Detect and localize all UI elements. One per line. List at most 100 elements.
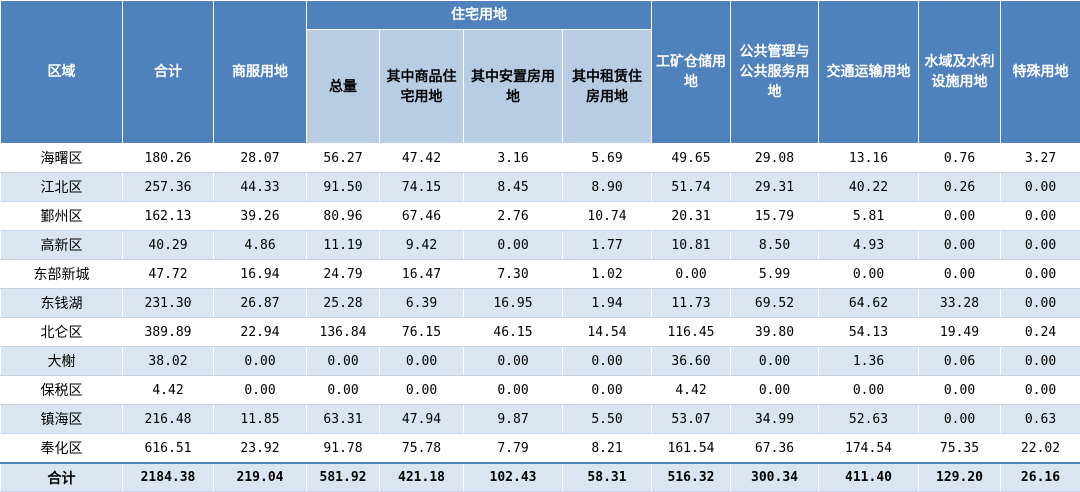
header-res-rental: 其中租赁住房用地: [563, 30, 652, 144]
value-cell: 69.52: [731, 289, 819, 318]
value-cell: 0.00: [819, 260, 919, 289]
value-cell: 180.26: [123, 144, 214, 173]
header-industrial: 工矿仓储用地: [652, 1, 731, 144]
value-cell: 54.13: [819, 318, 919, 347]
value-cell: 75.35: [919, 434, 1001, 464]
value-cell: 63.31: [307, 405, 380, 434]
header-water: 水域及水利设施用地: [919, 1, 1001, 144]
value-cell: 0.00: [652, 260, 731, 289]
header-transport: 交通运输用地: [819, 1, 919, 144]
value-cell: 51.74: [652, 173, 731, 202]
header-public: 公共管理与公共服务用地: [731, 1, 819, 144]
value-cell: 16.95: [464, 289, 563, 318]
value-cell: 0.00: [919, 260, 1001, 289]
value-cell: 0.00: [919, 405, 1001, 434]
value-cell: 0.00: [1001, 173, 1080, 202]
value-cell: 40.22: [819, 173, 919, 202]
value-cell: 11.19: [307, 231, 380, 260]
value-cell: 8.50: [731, 231, 819, 260]
value-cell: 8.90: [563, 173, 652, 202]
value-cell: 0.76: [919, 144, 1001, 173]
value-cell: 9.87: [464, 405, 563, 434]
value-cell: 8.21: [563, 434, 652, 464]
value-cell: 219.04: [214, 463, 307, 492]
value-cell: 67.36: [731, 434, 819, 464]
value-cell: 0.00: [380, 347, 464, 376]
value-cell: 56.27: [307, 144, 380, 173]
value-cell: 4.86: [214, 231, 307, 260]
value-cell: 16.47: [380, 260, 464, 289]
value-cell: 47.94: [380, 405, 464, 434]
value-cell: 6.39: [380, 289, 464, 318]
value-cell: 136.84: [307, 318, 380, 347]
value-cell: 0.00: [1001, 376, 1080, 405]
value-cell: 5.50: [563, 405, 652, 434]
value-cell: 174.54: [819, 434, 919, 464]
value-cell: 0.00: [214, 376, 307, 405]
value-cell: 516.32: [652, 463, 731, 492]
value-cell: 0.00: [380, 376, 464, 405]
header-res-commercial: 其中商品住宅用地: [380, 30, 464, 144]
value-cell: 76.15: [380, 318, 464, 347]
value-cell: 0.00: [464, 347, 563, 376]
value-cell: 1.02: [563, 260, 652, 289]
value-cell: 91.50: [307, 173, 380, 202]
value-cell: 581.92: [307, 463, 380, 492]
value-cell: 0.00: [307, 347, 380, 376]
value-cell: 26.87: [214, 289, 307, 318]
value-cell: 0.00: [1001, 260, 1080, 289]
value-cell: 161.54: [652, 434, 731, 464]
value-cell: 231.30: [123, 289, 214, 318]
value-cell: 389.89: [123, 318, 214, 347]
value-cell: 19.49: [919, 318, 1001, 347]
value-cell: 0.00: [731, 347, 819, 376]
value-cell: 13.16: [819, 144, 919, 173]
value-cell: 421.18: [380, 463, 464, 492]
value-cell: 33.28: [919, 289, 1001, 318]
value-cell: 0.00: [1001, 289, 1080, 318]
header-res-resettlement: 其中安置房用地: [464, 30, 563, 144]
value-cell: 23.92: [214, 434, 307, 464]
header-residential-group: 住宅用地: [307, 1, 652, 30]
value-cell: 300.34: [731, 463, 819, 492]
region-cell: 东部新城: [1, 260, 123, 289]
value-cell: 11.73: [652, 289, 731, 318]
value-cell: 0.00: [563, 347, 652, 376]
value-cell: 1.94: [563, 289, 652, 318]
value-cell: 24.79: [307, 260, 380, 289]
value-cell: 34.99: [731, 405, 819, 434]
value-cell: 67.46: [380, 202, 464, 231]
value-cell: 47.42: [380, 144, 464, 173]
value-cell: 216.48: [123, 405, 214, 434]
value-cell: 0.00: [464, 231, 563, 260]
value-cell: 0.63: [1001, 405, 1080, 434]
value-cell: 9.42: [380, 231, 464, 260]
header-special: 特殊用地: [1001, 1, 1080, 144]
region-cell: 大榭: [1, 347, 123, 376]
value-cell: 0.06: [919, 347, 1001, 376]
value-cell: 0.00: [1001, 347, 1080, 376]
value-cell: 7.79: [464, 434, 563, 464]
value-cell: 2184.38: [123, 463, 214, 492]
header-total: 合计: [123, 1, 214, 144]
value-cell: 53.07: [652, 405, 731, 434]
value-cell: 58.31: [563, 463, 652, 492]
value-cell: 3.27: [1001, 144, 1080, 173]
value-cell: 129.20: [919, 463, 1001, 492]
header-res-total: 总量: [307, 30, 380, 144]
value-cell: 64.62: [819, 289, 919, 318]
value-cell: 38.02: [123, 347, 214, 376]
value-cell: 16.94: [214, 260, 307, 289]
value-cell: 91.78: [307, 434, 380, 464]
value-cell: 39.80: [731, 318, 819, 347]
